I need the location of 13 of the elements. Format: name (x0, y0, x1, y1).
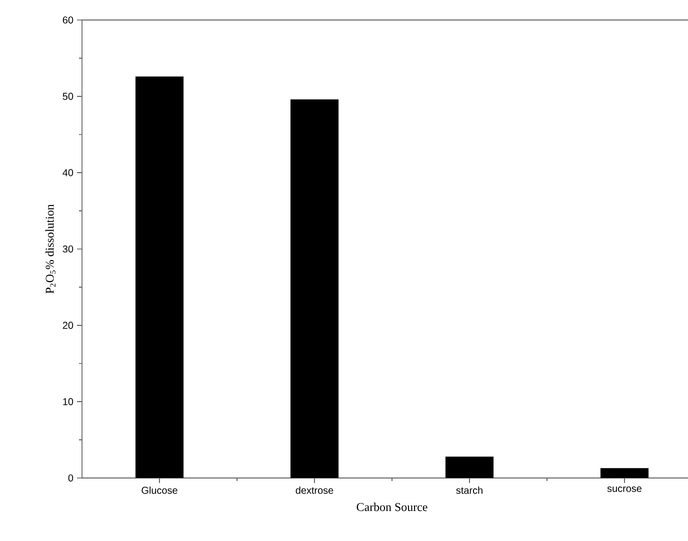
x-axis-title: Carbon Source (356, 502, 428, 512)
y-tick-label: 20 (62, 322, 74, 329)
y-tick-label: 10 (63, 398, 74, 406)
y-tick-label: 60 (62, 16, 74, 24)
x-tick-label: sucrose (607, 486, 642, 492)
x-tick-label: dextrose (296, 486, 334, 494)
y-tick-label: 50 (62, 92, 74, 100)
x-tick-label: Glucose (142, 486, 178, 494)
y-tick-label: 30 (62, 245, 74, 253)
y-axis-title: P$_{2}$O$_{5}$% dissolution (45, 204, 56, 294)
y-tick-label: 40 (62, 169, 74, 176)
y-tick-label: 0 (68, 474, 74, 482)
x-tick-label: starch (456, 486, 482, 494)
